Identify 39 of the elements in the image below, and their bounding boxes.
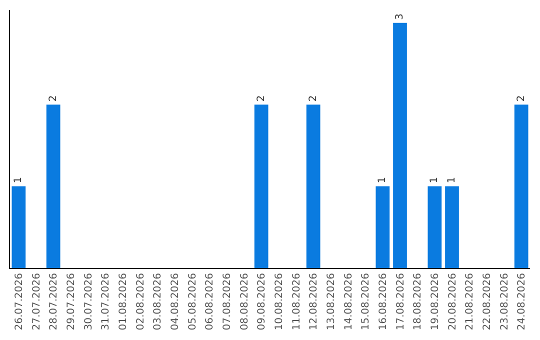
- x-tick-label: 26.07.2026: [14, 273, 25, 330]
- x-tick-label: 12.08.2026: [308, 273, 320, 330]
- data-label: 1: [446, 176, 458, 184]
- x-tick-label: 21.08.2026: [464, 273, 476, 330]
- x-tick-label: 08.08.2026: [239, 273, 250, 330]
- data-label: 2: [516, 95, 527, 102]
- x-tick-label: 20.08.2026: [447, 273, 458, 330]
- x-tick-label: 05.08.2026: [187, 273, 198, 330]
- x-tick-label: 23.08.2026: [499, 273, 510, 330]
- data-label: 2: [256, 95, 267, 102]
- data-label: 1: [13, 176, 24, 184]
- x-tick-label: 27.07.2026: [31, 273, 42, 330]
- x-tick-label: 06.08.2026: [204, 273, 216, 330]
- x-tick-label: 24.08.2026: [516, 273, 528, 330]
- x-tick-label: 15.08.2026: [360, 273, 372, 330]
- x-tick-label: 01.08.2026: [118, 273, 129, 330]
- x-tick-label: 07.08.2026: [222, 273, 233, 330]
- x-tick-label: 30.07.2026: [83, 273, 94, 330]
- data-label: 3: [394, 14, 406, 20]
- x-tick-label: 31.07.2026: [100, 273, 112, 330]
- x-tick-label: 13.08.2026: [326, 273, 337, 330]
- x-tick-label: 02.08.2026: [135, 273, 146, 330]
- data-label: 1: [377, 176, 388, 184]
- x-tick-label: 22.08.2026: [482, 273, 493, 330]
- data-label: 2: [48, 95, 59, 102]
- x-tick-label: 17.08.2026: [395, 273, 406, 330]
- data-label: 2: [308, 95, 319, 102]
- x-tick-label: 14.08.2026: [343, 273, 354, 330]
- x-tick-label: 19.08.2026: [430, 273, 441, 330]
- x-tick-label: 11.08.2026: [291, 273, 302, 330]
- x-tick-label: 29.07.2026: [66, 273, 77, 330]
- x-tick-label: 03.08.2026: [152, 273, 164, 330]
- data-label: 1: [429, 176, 440, 184]
- x-tick-label: 18.08.2026: [412, 273, 424, 330]
- x-tick-label: 09.08.2026: [256, 273, 268, 330]
- x-tick-label: 28.07.2026: [48, 273, 60, 330]
- x-tick-label: 10.08.2026: [274, 273, 285, 330]
- x-tick-label: 04.08.2026: [170, 273, 181, 330]
- x-tick-label: 16.08.2026: [378, 273, 389, 330]
